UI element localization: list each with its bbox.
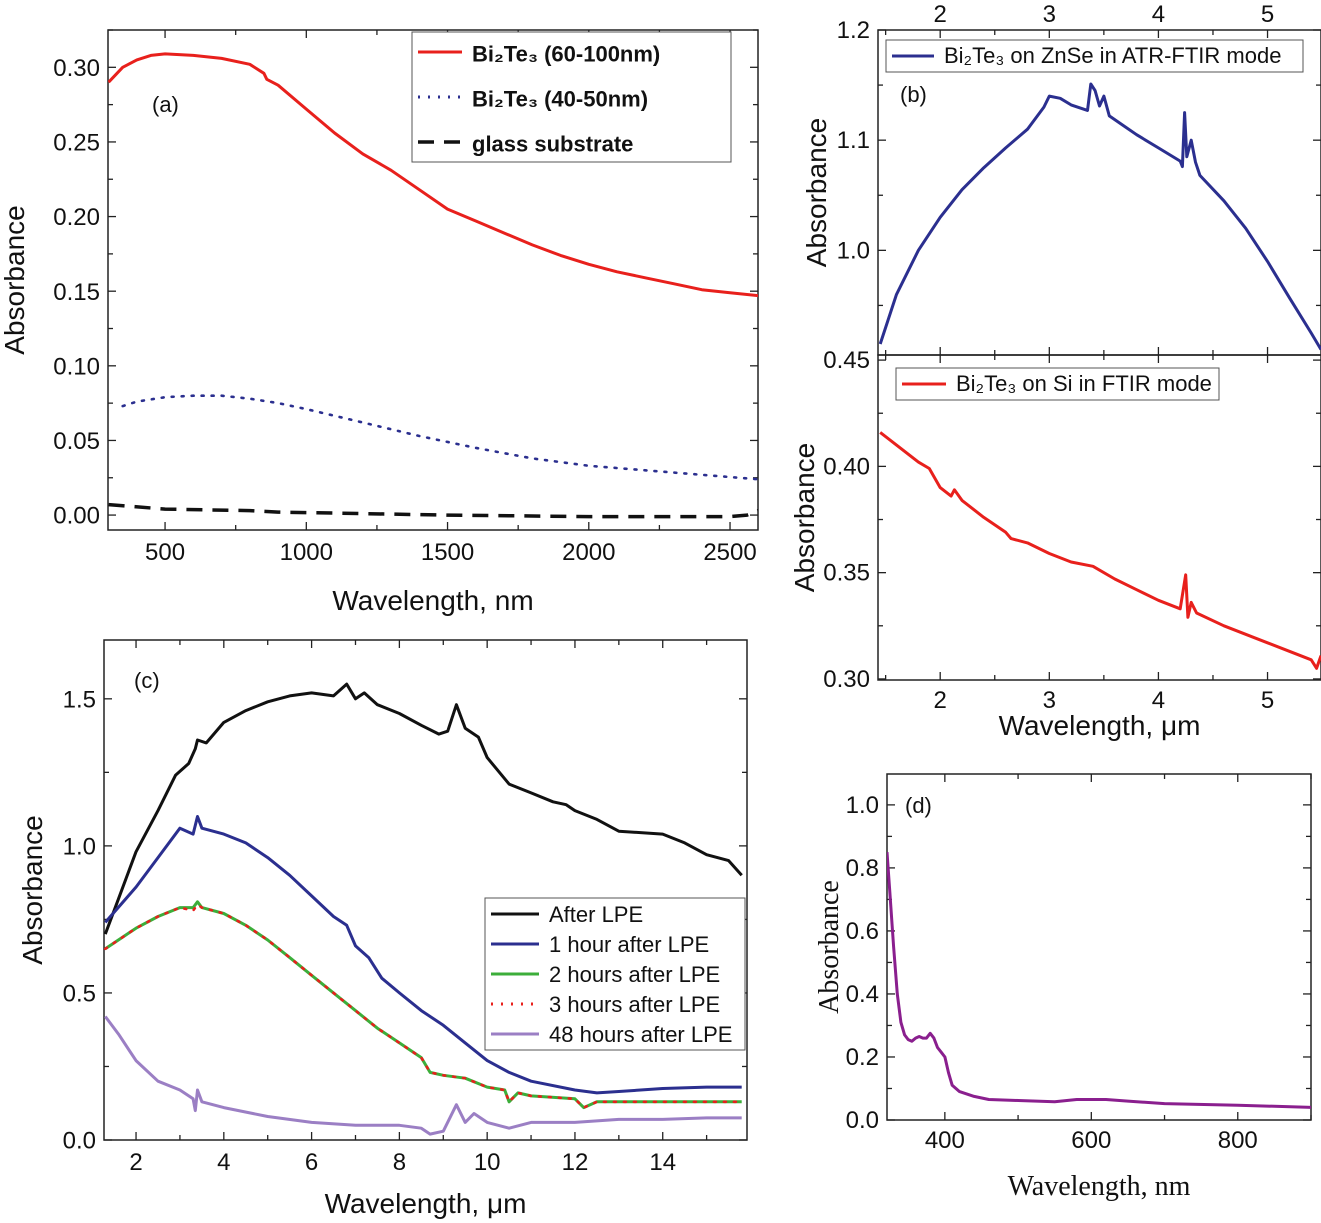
x-tick-label: 2 (934, 1, 947, 28)
legend-label: Bi₂Te₃ (60-100nm) (472, 41, 660, 66)
y-tick-label: 1.5 (63, 686, 96, 713)
legend-label: 48 hours after LPE (549, 1022, 732, 1047)
x-tick-label: 1000 (280, 539, 333, 566)
series-line-0 (878, 82, 1321, 351)
y-tick-label: 0.8 (846, 855, 879, 882)
legend-label: Bi₂Te₃ (40-50nm) (472, 86, 648, 111)
panel-label: (b) (900, 82, 927, 107)
legend-label: glass substrate (472, 131, 633, 156)
y-tick-label: 0.30 (53, 55, 100, 82)
x-axis-title: Wavelength, μm (999, 710, 1201, 741)
y-tick-label: 0.15 (53, 279, 100, 306)
x-tick-label: 2 (129, 1149, 142, 1176)
plot-frame (877, 354, 1321, 681)
x-tick-label: 5 (1261, 687, 1274, 714)
series-line-1 (104, 815, 742, 1095)
y-tick-label: 0.45 (823, 347, 870, 374)
y-tick-label: 0.2 (846, 1044, 879, 1071)
panel-label: (a) (152, 92, 179, 117)
x-tick-label: 10 (474, 1149, 501, 1176)
legend-box (411, 31, 732, 163)
x-tick-label: 400 (925, 1127, 965, 1154)
x-tick-label: 600 (1071, 1127, 1111, 1154)
legend-label: 1 hour after LPE (549, 932, 709, 957)
x-tick-label: 6 (305, 1149, 318, 1176)
y-tick-label: 0.25 (53, 130, 100, 157)
y-axis-title: Absorbance (789, 443, 820, 592)
y-tick-label: 0.0 (846, 1107, 879, 1134)
y-tick-label: 1.0 (63, 834, 96, 861)
y-tick-label: 0.00 (53, 503, 100, 530)
chart-panel-c: 2 4 6 8 10 12 14 0.0 0.5 1.0 1.5 Absorbance Waveleng… (17, 639, 748, 1219)
y-axis-title: Absorbance (0, 205, 30, 354)
x-tick-label: 3 (1043, 687, 1056, 714)
x-axis-title: Wavelength, nm (332, 585, 533, 616)
x-tick-label: 4 (217, 1149, 230, 1176)
chart-panel-d: 400 600 800 0.0 0.2 0.4 0.6 0.8 1.0 Absorbance Wav… (814, 773, 1312, 1202)
x-tick-label: 3 (1043, 1, 1056, 28)
y-tick-label: 1.0 (837, 237, 870, 264)
x-tick-label: 4 (1152, 687, 1165, 714)
legend-label: After LPE (549, 902, 643, 927)
y-axis-title: Absorbance (17, 815, 48, 964)
series-line-0 (887, 851, 1311, 1109)
legend: Bi₂Te₃ on Si in FTIR mode (895, 367, 1220, 401)
plot-frame (877, 29, 1321, 356)
legend: Bi₂Te₃ on ZnSe in ATR-FTIR mode (885, 39, 1304, 73)
legend-label: Bi₂Te₃ on Si in FTIR mode (956, 371, 1212, 396)
legend: Bi₂Te₃ (60-100nm) Bi₂Te₃ (40-50nm) glass s… (411, 31, 732, 163)
x-tick-label: 14 (649, 1149, 676, 1176)
chart-panel-b-upper: 2 3 4 5 1.0 1.1 1.2 Absorbance (b) Bi₂Te₃ on ZnSe… (801, 1, 1321, 356)
y-axis-title: Absorbance (801, 118, 832, 267)
y-tick-label: 1.0 (846, 792, 879, 819)
x-tick-label: 12 (562, 1149, 589, 1176)
x-tick-label: 8 (393, 1149, 406, 1176)
y-tick-label: 0.10 (53, 353, 100, 380)
plot-frame (107, 29, 759, 531)
x-axis-title: Wavelength, nm (1008, 1171, 1191, 1202)
plot-frame (886, 773, 1312, 1121)
series-line-2 (104, 900, 742, 1110)
panel-label: (d) (905, 793, 932, 818)
legend-box (885, 39, 1304, 73)
legend: After LPE 1 hour after LPE 2 hours after L… (484, 897, 746, 1051)
y-tick-label: 1.1 (837, 127, 870, 154)
x-tick-label: 4 (1152, 1, 1165, 28)
y-tick-label: 0.0 (63, 1128, 96, 1155)
y-tick-label: 1.2 (837, 17, 870, 44)
chart-panel-a: 500 1000 1500 2000 2500 0.00 0.05 0.10 0.15 0.20 0… (0, 29, 759, 616)
legend-label: 2 hours after LPE (549, 962, 720, 987)
legend-label: Bi₂Te₃ on ZnSe in ATR-FTIR mode (944, 43, 1281, 68)
chart-panel-b-lower: 2 3 4 5 0.30 0.35 0.40 0.45 Absorbance Wavelength… (789, 347, 1321, 741)
x-tick-label: 2000 (562, 539, 615, 566)
y-tick-label: 0.20 (53, 204, 100, 231)
legend-box (895, 367, 1220, 401)
y-tick-label: 0.35 (823, 560, 870, 587)
legend-label: 3 hours after LPE (549, 992, 720, 1017)
series-line-0 (108, 52, 758, 298)
x-tick-label: 1500 (421, 539, 474, 566)
x-tick-label: 5 (1261, 1, 1274, 28)
series-line-0 (104, 682, 743, 935)
x-tick-label: 2500 (703, 539, 756, 566)
y-tick-label: 0.4 (846, 981, 879, 1008)
series-line-4 (104, 1015, 742, 1136)
panel-label: (c) (134, 668, 160, 693)
y-tick-label: 0.05 (53, 428, 100, 455)
y-tick-label: 0.40 (823, 453, 870, 480)
series-line-0 (879, 431, 1321, 670)
y-tick-label: 0.5 (63, 981, 96, 1008)
y-axis-title: Absorbance (814, 880, 845, 1014)
x-axis-title: Wavelength, μm (325, 1188, 527, 1219)
x-tick-label: 2 (934, 687, 947, 714)
y-tick-label: 0.6 (846, 918, 879, 945)
plot-frame (103, 639, 748, 1141)
x-tick-label: 500 (145, 539, 185, 566)
series-line-1 (121, 394, 758, 481)
x-tick-label: 800 (1218, 1127, 1258, 1154)
series-line-2 (108, 502, 758, 519)
y-tick-label: 0.30 (823, 666, 870, 693)
